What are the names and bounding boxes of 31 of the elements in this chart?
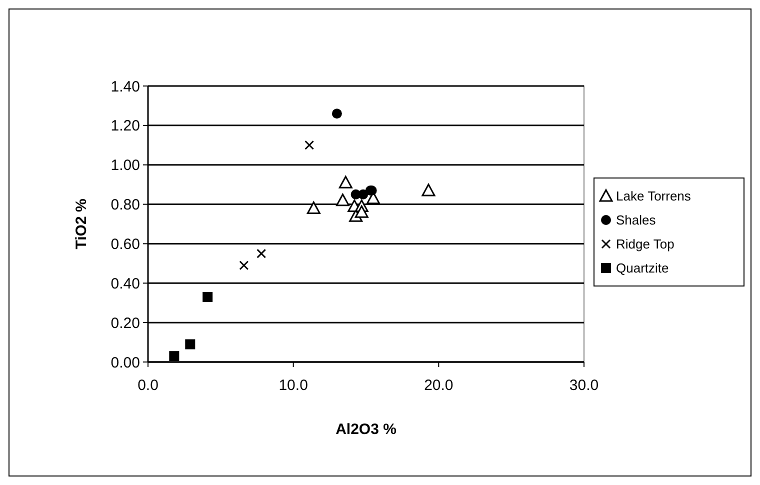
point (256, 248, 266, 258)
point (338, 176, 352, 188)
point (332, 108, 342, 119)
point (169, 351, 180, 362)
x-tick-label: 30.0 (569, 377, 599, 394)
point (336, 194, 350, 206)
legend-label: Quartzite (616, 260, 669, 276)
point (306, 201, 320, 214)
y-tick-label: 0.40 (110, 275, 140, 292)
y-tick-label: 0.20 (110, 314, 140, 332)
x-tick-label: 20.0 (424, 377, 454, 394)
point (202, 292, 213, 302)
y-tick-label: 1.20 (110, 118, 140, 135)
point (239, 260, 249, 270)
y-tick-label: 1.00 (110, 157, 140, 174)
y-axis-title: TiO2 % (73, 198, 90, 250)
legend-label: Shales (616, 212, 656, 228)
x-tick-label: 10.0 (278, 377, 308, 394)
x-tick-label: 0.0 (138, 377, 158, 394)
y-tick-label: 1.40 (110, 78, 140, 96)
point (304, 140, 314, 150)
y-tick-label: 0.00 (110, 354, 140, 372)
y-tick-label: 0.80 (110, 196, 140, 214)
legend-label: Lake Torrens (616, 188, 692, 204)
point (354, 205, 368, 218)
point (358, 189, 368, 200)
point (422, 184, 436, 196)
point (185, 339, 196, 350)
x-axis-title: Al2O3 % (336, 421, 396, 438)
y-tick-label: 0.60 (110, 236, 140, 253)
legend-label: Ridge Top (616, 236, 674, 252)
